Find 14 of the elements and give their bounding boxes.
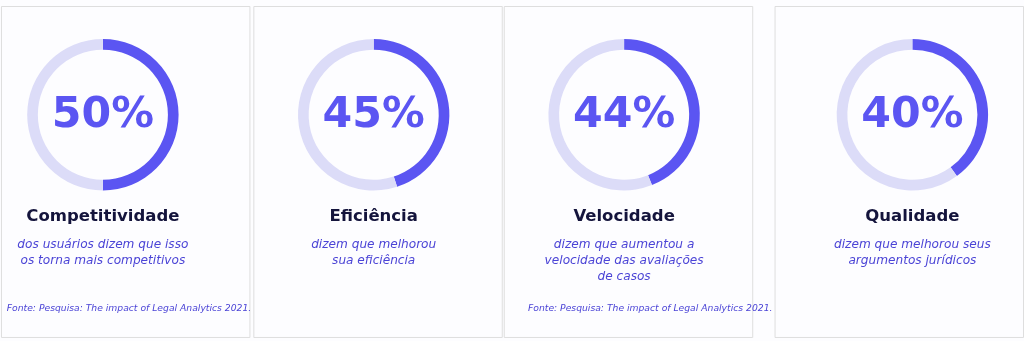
text: dizem que aumentou a velocidade das avaliações de casos bbox=[544, 236, 705, 283]
text: dos usuários dizem que isso os torna mais competitivos bbox=[17, 236, 189, 267]
data-label: 45% bbox=[322, 87, 425, 138]
text: Eficiência bbox=[329, 206, 418, 226]
text: Qualidade bbox=[865, 206, 960, 226]
text: Competitividade bbox=[26, 206, 180, 226]
text: dizem que melhorou seus argumentos jurídicos bbox=[834, 236, 992, 267]
data-label: 44% bbox=[573, 87, 676, 138]
text: dizem que melhorou sua eficiência bbox=[311, 236, 437, 267]
text: Velocidade bbox=[573, 206, 675, 226]
source-note: Fonte: Pesquisa: The impact of Legal Analytics 2021. bbox=[6, 301, 252, 313]
data-label: 40% bbox=[861, 87, 964, 138]
source-note: Fonte: Pesquisa: The impact of Legal Analytics 2021. bbox=[528, 301, 773, 313]
data-label: 50% bbox=[51, 87, 154, 138]
